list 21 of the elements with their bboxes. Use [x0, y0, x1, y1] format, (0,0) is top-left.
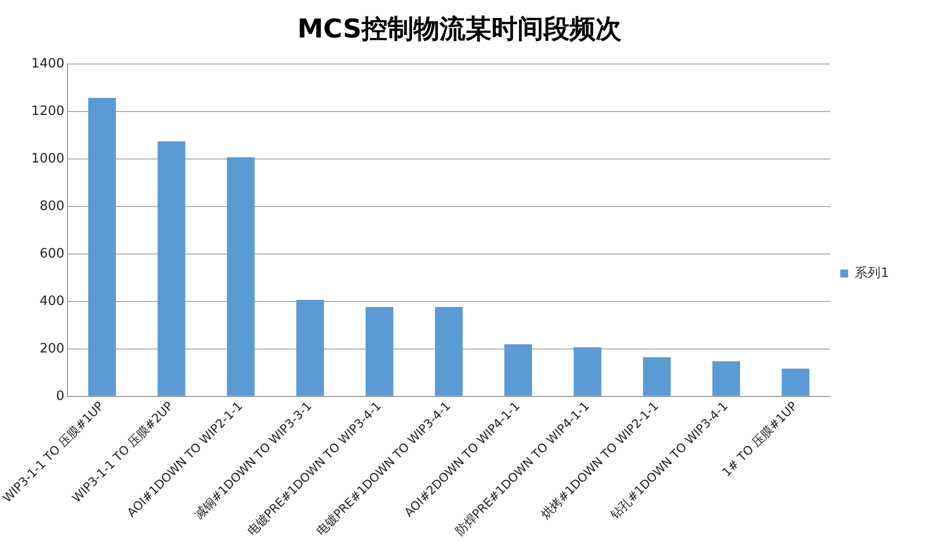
- y-tick-label: 600: [40, 246, 64, 262]
- y-tick-label: 400: [40, 294, 64, 309]
- bar: [88, 98, 116, 396]
- y-tick-label: 1000: [31, 152, 64, 166]
- y-tick-label: 0: [56, 388, 64, 404]
- bar: [226, 157, 255, 396]
- y-tick-label: 1400: [31, 56, 64, 72]
- bar: [434, 306, 463, 396]
- legend-label: 系列1: [854, 266, 890, 281]
- bar: [504, 344, 532, 396]
- chart-title: MCS控制物流某时间段频次: [297, 14, 623, 44]
- y-tick-label: 1200: [31, 104, 64, 120]
- bar: [642, 357, 671, 396]
- bar: [158, 141, 186, 396]
- bar: [296, 300, 324, 396]
- bar: [366, 306, 394, 396]
- bar: [712, 361, 740, 396]
- y-tick-label: 800: [40, 198, 64, 214]
- bar: [782, 368, 810, 396]
- bar: [574, 347, 602, 396]
- y-tick-label: 200: [40, 341, 64, 356]
